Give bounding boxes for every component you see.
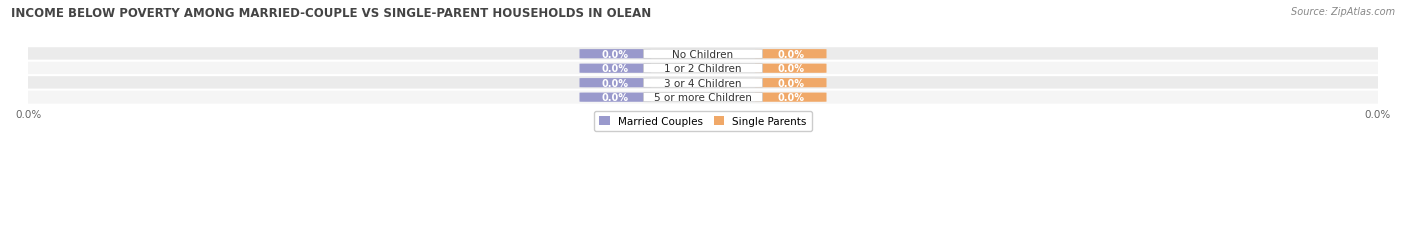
FancyBboxPatch shape: [14, 61, 1392, 76]
FancyBboxPatch shape: [14, 47, 1392, 62]
Text: 0.0%: 0.0%: [602, 78, 628, 88]
Legend: Married Couples, Single Parents: Married Couples, Single Parents: [595, 111, 811, 131]
FancyBboxPatch shape: [14, 90, 1392, 105]
Text: 0.0%: 0.0%: [602, 64, 628, 74]
Text: 0.0%: 0.0%: [778, 93, 804, 103]
FancyBboxPatch shape: [579, 79, 651, 88]
Text: Source: ZipAtlas.com: Source: ZipAtlas.com: [1291, 7, 1395, 17]
FancyBboxPatch shape: [579, 93, 651, 102]
Text: INCOME BELOW POVERTY AMONG MARRIED-COUPLE VS SINGLE-PARENT HOUSEHOLDS IN OLEAN: INCOME BELOW POVERTY AMONG MARRIED-COUPL…: [11, 7, 651, 20]
Text: 0.0%: 0.0%: [602, 49, 628, 59]
FancyBboxPatch shape: [644, 93, 762, 102]
FancyBboxPatch shape: [579, 50, 651, 59]
FancyBboxPatch shape: [755, 50, 827, 59]
FancyBboxPatch shape: [644, 79, 762, 88]
Text: 0.0%: 0.0%: [778, 49, 804, 59]
FancyBboxPatch shape: [755, 93, 827, 102]
Text: 0.0%: 0.0%: [602, 93, 628, 103]
FancyBboxPatch shape: [644, 64, 762, 73]
FancyBboxPatch shape: [755, 79, 827, 88]
FancyBboxPatch shape: [14, 76, 1392, 91]
Text: 1 or 2 Children: 1 or 2 Children: [664, 64, 742, 74]
Text: 0.0%: 0.0%: [778, 64, 804, 74]
FancyBboxPatch shape: [755, 64, 827, 73]
Text: 3 or 4 Children: 3 or 4 Children: [664, 78, 742, 88]
FancyBboxPatch shape: [644, 50, 762, 59]
FancyBboxPatch shape: [579, 64, 651, 73]
Text: No Children: No Children: [672, 49, 734, 59]
Text: 0.0%: 0.0%: [778, 78, 804, 88]
Text: 5 or more Children: 5 or more Children: [654, 93, 752, 103]
